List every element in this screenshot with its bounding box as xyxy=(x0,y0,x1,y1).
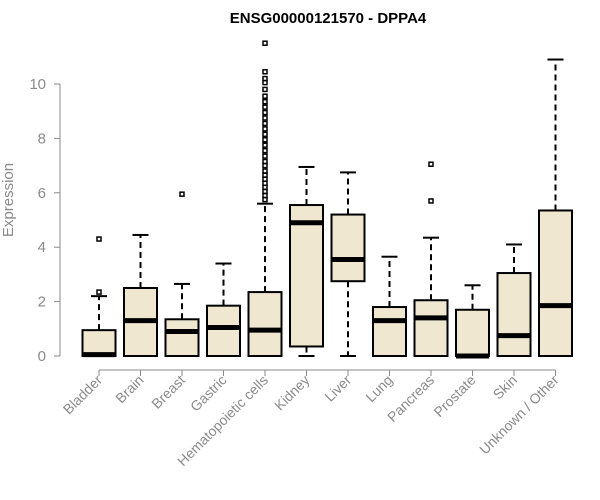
box-iqr xyxy=(496,272,532,358)
box-iqr xyxy=(330,213,366,283)
outlier-point xyxy=(428,161,434,167)
y-tick-label: 2 xyxy=(38,294,46,311)
y-tick-label: 8 xyxy=(38,130,46,147)
x-tick-label: Breast xyxy=(148,372,188,412)
y-tick-label: 0 xyxy=(38,348,46,365)
box-group xyxy=(496,243,532,358)
x-tick-label: Skin xyxy=(490,372,521,403)
outlier-point xyxy=(262,147,268,154)
chart-title: ENSG00000121570 - DPPA4 xyxy=(230,10,427,27)
box-group xyxy=(538,58,573,357)
outlier-point xyxy=(262,75,268,82)
box-iqr xyxy=(289,204,324,348)
outlier-point xyxy=(262,168,268,174)
box-group xyxy=(206,262,241,357)
x-tick-label: Brain xyxy=(112,372,146,406)
box-group xyxy=(413,161,449,357)
x-tick-label: Prostate xyxy=(430,372,478,420)
x-tick-label: Liver xyxy=(321,372,354,405)
outlier-point xyxy=(262,93,268,99)
outlier-point xyxy=(262,98,268,105)
box-iqr xyxy=(538,209,573,357)
x-tick-label: Kidney xyxy=(271,372,313,414)
outlier-point xyxy=(262,131,268,138)
box-iqr xyxy=(247,291,283,357)
y-tick-label: 6 xyxy=(38,185,46,202)
outlier-point xyxy=(262,120,268,127)
box-iqr xyxy=(164,318,200,357)
box-iqr xyxy=(372,306,407,358)
box-group xyxy=(247,40,283,357)
outlier-point xyxy=(262,158,268,165)
outlier-point xyxy=(262,137,268,143)
x-tick-label: Bladder xyxy=(60,372,106,418)
outlier-point xyxy=(96,236,102,242)
outlier-point xyxy=(262,86,268,93)
x-tick-label: Unknown / Other xyxy=(476,372,562,458)
box-group xyxy=(164,191,200,357)
y-tick-label: 10 xyxy=(29,76,46,93)
box-group xyxy=(289,165,324,357)
outlier-point xyxy=(262,109,268,116)
box-iqr xyxy=(206,304,241,357)
outlier-point xyxy=(262,69,268,75)
outlier-point xyxy=(262,104,268,110)
box-group xyxy=(330,171,366,357)
x-tick-label: Lung xyxy=(362,372,395,405)
box-group xyxy=(123,233,158,357)
outlier-point xyxy=(262,115,268,121)
y-axis-label: Expression xyxy=(0,163,17,237)
boxes xyxy=(81,40,573,359)
y-ticks: 0 2 4 6 8 10 xyxy=(29,76,60,365)
outlier-point xyxy=(262,153,268,159)
outlier-point xyxy=(262,40,268,46)
box-group xyxy=(372,255,407,358)
y-tick-label: 4 xyxy=(38,239,46,256)
box-iqr xyxy=(455,308,490,358)
outlier-point xyxy=(428,198,434,204)
box-iqr xyxy=(81,329,117,358)
box-group xyxy=(81,236,117,358)
outlier-point xyxy=(96,289,102,295)
box-group xyxy=(455,284,490,359)
box-iqr xyxy=(413,299,449,357)
outlier-point xyxy=(262,126,268,132)
outlier-point xyxy=(262,142,268,148)
outlier-point xyxy=(179,191,185,197)
